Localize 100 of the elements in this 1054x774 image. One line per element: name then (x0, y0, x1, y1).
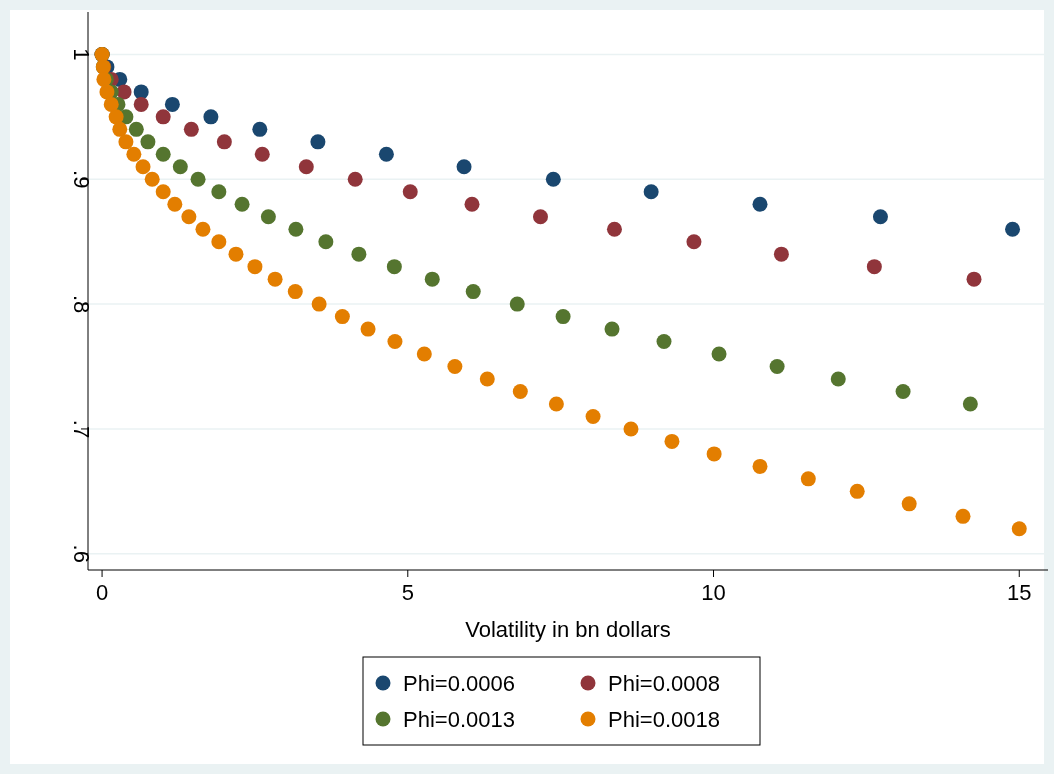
point (1011, 521, 1027, 537)
point (144, 171, 160, 187)
point (155, 146, 171, 162)
point (378, 146, 394, 162)
point (955, 508, 971, 524)
x-tick-label: 0 (95, 580, 109, 605)
y-tick-label: 1 (69, 48, 94, 61)
point (126, 146, 142, 162)
point (532, 209, 548, 225)
point (464, 196, 480, 212)
point (752, 458, 768, 474)
point (604, 321, 620, 337)
point (402, 184, 418, 200)
legend-label: Phi=0.0018 (608, 707, 720, 732)
point (164, 96, 180, 112)
point (830, 371, 846, 387)
point (623, 421, 639, 437)
x-axis-title: Volatility in bn dollars (465, 617, 671, 642)
point (1005, 221, 1021, 237)
point (211, 184, 227, 200)
point (172, 159, 188, 175)
point (211, 234, 227, 250)
point (872, 209, 888, 225)
point (347, 171, 363, 187)
point (118, 134, 134, 150)
point (360, 321, 376, 337)
point (711, 346, 727, 362)
point (260, 209, 276, 225)
point (643, 184, 659, 200)
point (311, 296, 327, 312)
point (656, 334, 672, 350)
point (512, 383, 528, 399)
point (334, 309, 350, 325)
point (108, 109, 124, 125)
point (228, 246, 244, 262)
point (773, 246, 789, 262)
point (800, 471, 816, 487)
legend-label: Phi=0.0006 (403, 671, 515, 696)
point (247, 259, 263, 275)
point (203, 109, 219, 125)
point (606, 221, 622, 237)
point (234, 196, 250, 212)
point (966, 271, 982, 287)
point (548, 396, 564, 412)
legend-label: Phi=0.0008 (608, 671, 720, 696)
point (183, 121, 199, 137)
point (254, 146, 270, 162)
y-tick-label: .9 (69, 170, 94, 189)
point (140, 134, 156, 150)
point (866, 259, 882, 275)
point (664, 433, 680, 449)
y-tick-label: .7 (69, 419, 94, 439)
point (416, 346, 432, 362)
point (479, 371, 495, 387)
point (216, 134, 232, 150)
point (351, 246, 367, 262)
point (190, 171, 206, 187)
point (769, 359, 785, 375)
point (706, 446, 722, 462)
point (133, 84, 149, 100)
point (901, 496, 917, 512)
x-tick-label: 10 (701, 580, 726, 605)
point (99, 84, 115, 100)
point (135, 159, 151, 175)
point (318, 234, 334, 250)
point (155, 184, 171, 200)
point (298, 159, 314, 175)
y-tick-label: .8 (69, 294, 94, 314)
y-tick-label: .6 (69, 544, 94, 563)
point (545, 171, 561, 187)
point (895, 383, 911, 399)
x-tick-label: 5 (401, 580, 414, 605)
point (962, 396, 978, 412)
point (128, 121, 144, 137)
point (456, 159, 472, 175)
point (181, 209, 197, 225)
point (287, 284, 303, 300)
point (386, 259, 402, 275)
point (112, 121, 128, 137)
point (103, 96, 119, 112)
point (424, 271, 440, 287)
point (310, 134, 326, 150)
point (849, 483, 865, 499)
point (116, 84, 132, 100)
legend-label: Phi=0.0013 (403, 707, 515, 732)
x-tick-label: 15 (1007, 580, 1032, 605)
point (267, 271, 283, 287)
point (387, 334, 403, 350)
point (252, 121, 268, 137)
point (447, 359, 463, 375)
point (465, 284, 481, 300)
point (509, 296, 525, 312)
point (155, 109, 171, 125)
point (288, 221, 304, 237)
point (167, 196, 183, 212)
point (555, 309, 571, 325)
point (752, 196, 768, 212)
point (195, 221, 211, 237)
point (686, 234, 702, 250)
point (133, 96, 149, 112)
